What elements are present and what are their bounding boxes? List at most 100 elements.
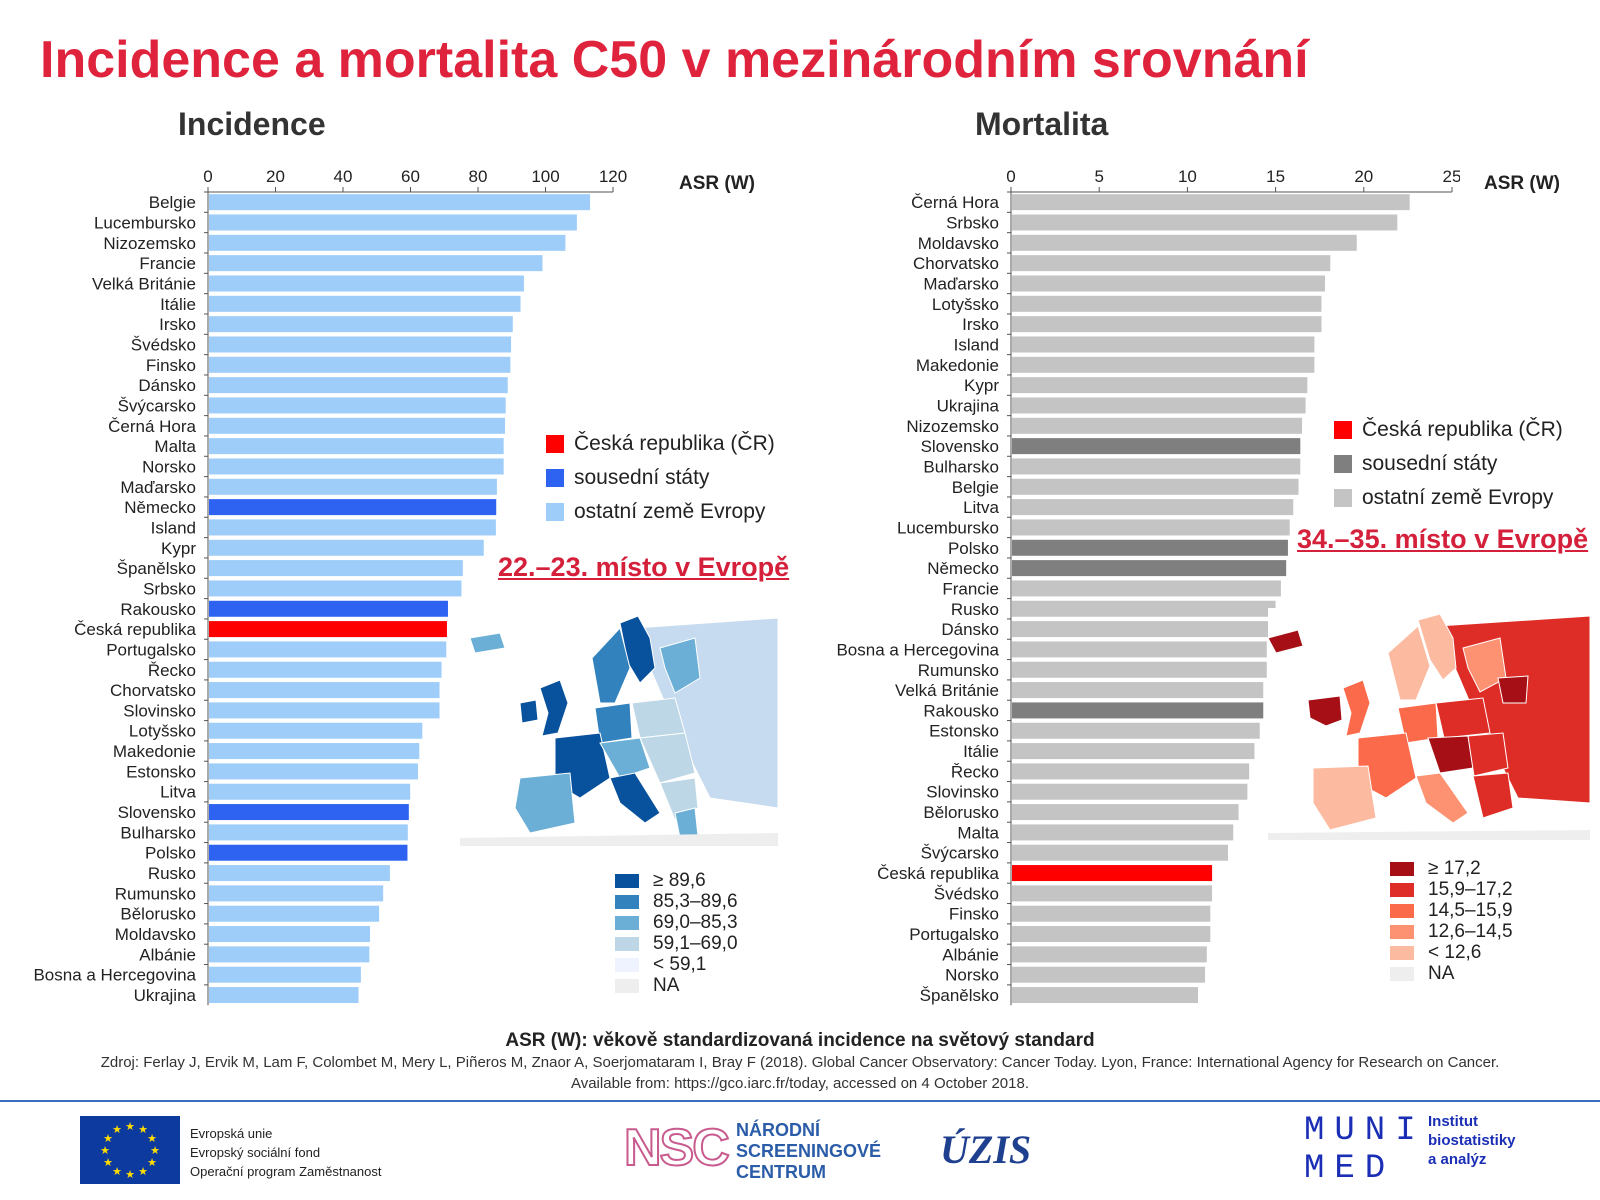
category-label: Nizozemsko	[906, 417, 999, 436]
incidence-legend-neighbor: sousední státy	[546, 466, 709, 490]
map-legend-label: NA	[653, 975, 680, 996]
category-label: Rakousko	[923, 701, 999, 720]
bar	[1012, 743, 1255, 760]
category-label: Bosna a Hercegovina	[33, 966, 196, 985]
bar	[209, 194, 591, 211]
nsc-line-1: NÁRODNÍ	[736, 1120, 820, 1140]
category-label: Slovensko	[118, 803, 196, 822]
category-label: Španělsko	[117, 559, 196, 578]
category-label: Černá Hora	[108, 417, 196, 436]
category-label: Polsko	[145, 844, 196, 863]
incidence-panel-title: Incidence	[178, 106, 326, 142]
iba-line-1: Institut	[1428, 1113, 1478, 1130]
bar	[1012, 194, 1410, 211]
eu-text: Evropská unie Evropský sociální fond Ope…	[190, 1124, 381, 1181]
bar	[1012, 539, 1288, 556]
category-label: Albánie	[942, 945, 999, 964]
category-label: Slovinsko	[123, 701, 196, 720]
mortality-map-legend-3: 14,5–15,9	[1390, 900, 1513, 922]
category-label: Island	[954, 335, 999, 354]
map-legend-label: 14,5–15,9	[1428, 900, 1513, 921]
bar	[1012, 234, 1357, 251]
category-label: Bělorusko	[923, 803, 999, 822]
mortality-legend-czech: Česká republika (ČR)	[1334, 418, 1563, 442]
x-tick-label: 15	[1266, 167, 1285, 186]
legend-swatch-czech	[1334, 421, 1352, 439]
category-label: Kypr	[161, 539, 196, 558]
mortality-map-legend-1: ≥ 17,2	[1390, 858, 1481, 880]
map-legend-swatch	[615, 979, 639, 993]
bar	[209, 621, 447, 638]
svg-text:★: ★	[112, 1124, 122, 1136]
incidence-map-legend-5: < 59,1	[615, 954, 706, 976]
bar	[209, 865, 390, 882]
incidence-axis-unit: ASR (W)	[679, 173, 755, 194]
svg-text:★: ★	[150, 1145, 160, 1157]
map-legend-swatch	[615, 874, 639, 888]
bar	[1012, 885, 1213, 902]
category-label: Irsko	[159, 315, 196, 334]
category-label: Slovinsko	[926, 783, 999, 802]
bar	[1012, 580, 1281, 597]
muni-med-logo: MUNI MED	[1304, 1112, 1426, 1188]
bar	[209, 844, 408, 861]
category-label: Itálie	[160, 295, 196, 314]
legend-label: ostatní země Evropy	[574, 500, 766, 523]
eu-line-1: Evropská unie	[190, 1126, 273, 1141]
legend-label: ostatní země Evropy	[1362, 486, 1554, 509]
category-label: Norsko	[945, 966, 999, 985]
svg-text:★: ★	[103, 1133, 113, 1145]
incidence-map-legend-6: NA	[615, 975, 679, 997]
x-tick-label: 40	[334, 167, 353, 186]
map-legend-swatch	[1390, 904, 1414, 918]
category-label: Makedonie	[113, 742, 196, 761]
bar	[209, 316, 513, 333]
svg-text:★: ★	[112, 1166, 122, 1178]
incidence-map-legend-4: 59,1–69,0	[615, 933, 738, 955]
bar	[209, 397, 506, 414]
legend-label: sousední státy	[1362, 452, 1498, 475]
map-legend-swatch	[615, 916, 639, 930]
bar	[209, 519, 496, 536]
bar	[209, 336, 512, 353]
category-label: Bosna a Hercegovina	[836, 640, 999, 659]
category-label: Švýcarsko	[118, 396, 196, 415]
x-tick-label: 100	[531, 167, 559, 186]
bar	[1012, 722, 1260, 739]
bar	[1012, 702, 1264, 719]
bar	[1012, 661, 1267, 678]
svg-text:★: ★	[103, 1157, 113, 1169]
bar	[1012, 987, 1198, 1004]
category-label: Velká Británie	[895, 681, 999, 700]
bar	[1012, 397, 1306, 414]
bar	[209, 905, 380, 922]
bar	[1012, 255, 1331, 272]
category-label: Francie	[942, 579, 999, 598]
category-label: Kypr	[964, 376, 999, 395]
x-tick-label: 20	[1354, 167, 1373, 186]
bar	[1012, 417, 1303, 434]
uzis-logo: ÚZIS	[940, 1127, 1032, 1172]
map-legend-swatch	[1390, 925, 1414, 939]
category-label: Lotyšsko	[932, 295, 999, 314]
bar	[209, 804, 409, 821]
bar	[1012, 316, 1322, 333]
incidence-legend-czech: Česká republika (ČR)	[546, 432, 775, 456]
mortality-map-legend-4: 12,6–14,5	[1390, 921, 1513, 943]
mortality-map-legend-2: 15,9–17,2	[1390, 879, 1513, 901]
category-label: Albánie	[139, 945, 196, 964]
bar	[1012, 926, 1211, 943]
eu-flag-logo: ★ ★★ ★★★ ★★★ ★★★	[80, 1116, 180, 1184]
category-label: Německo	[927, 559, 999, 578]
map-legend-label: 12,6–14,5	[1428, 921, 1513, 942]
incidence-legend-other: ostatní země Evropy	[546, 500, 765, 524]
category-label: Portugalsko	[909, 925, 999, 944]
incidence-europe-map	[460, 608, 778, 846]
category-label: Irsko	[962, 315, 999, 334]
category-label: Ukrajina	[937, 396, 1000, 415]
incidence-rank-text: 22.–23. místo v Evropě	[498, 552, 790, 582]
bar	[1012, 865, 1213, 882]
category-label: Belgie	[149, 193, 196, 212]
category-label: Island	[151, 518, 196, 537]
